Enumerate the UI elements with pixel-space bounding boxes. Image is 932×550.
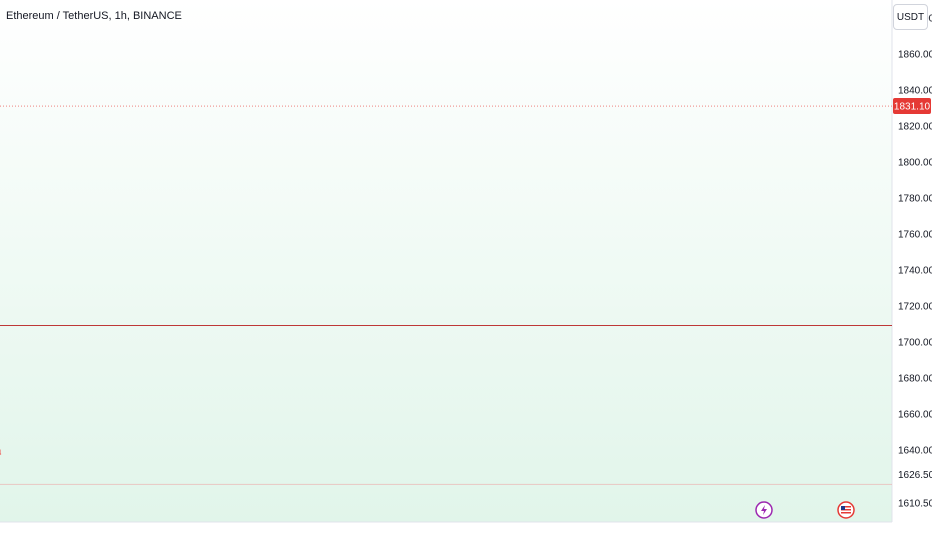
last-price-tag[interactable] [893,98,931,115]
price-tick-label: 1780.00 [898,194,932,205]
plot-background [0,0,892,522]
price-tick-label: 1800.00 [898,158,932,169]
last-price-label: 1831.10 [894,102,931,113]
price-tick-label: 1840.00 [898,86,932,97]
price-tick-label: 1820.00 [898,122,932,133]
price-tick-label: 1626.50 [898,470,932,481]
price-tick-label: 1860.00 [898,50,932,61]
price-tick-label: 1640.00 [898,446,932,457]
candle-body [0,453,2,455]
symbol-title[interactable]: Ethereum / TetherUS, 1h, BINANCE [6,10,182,22]
currency-button[interactable]: USDT [893,4,928,30]
price-tick-label: 1700.00 [898,338,932,349]
price-tick-label: 1760.00 [898,230,932,241]
lightning-icon[interactable] [755,501,773,519]
time-axis-background [0,522,892,550]
price-tick-label: 1720.00 [898,302,932,313]
price-tick-label: 1740.00 [898,266,932,277]
price-tick-label: 1610.50 [898,499,932,510]
price-axis-background [892,0,932,550]
drawings-layer: 1 (1870.43)1.618 (1858.67)1.272 (1709.21… [0,105,892,485]
us-flag-icon[interactable] [837,501,855,519]
candles-layer [0,449,2,455]
price-axis[interactable]: 1880.001860.001840.001820.001800.001780.… [893,14,932,510]
price-tick-label: 1660.00 [898,410,932,421]
price-tick-label: 1680.00 [898,374,932,385]
